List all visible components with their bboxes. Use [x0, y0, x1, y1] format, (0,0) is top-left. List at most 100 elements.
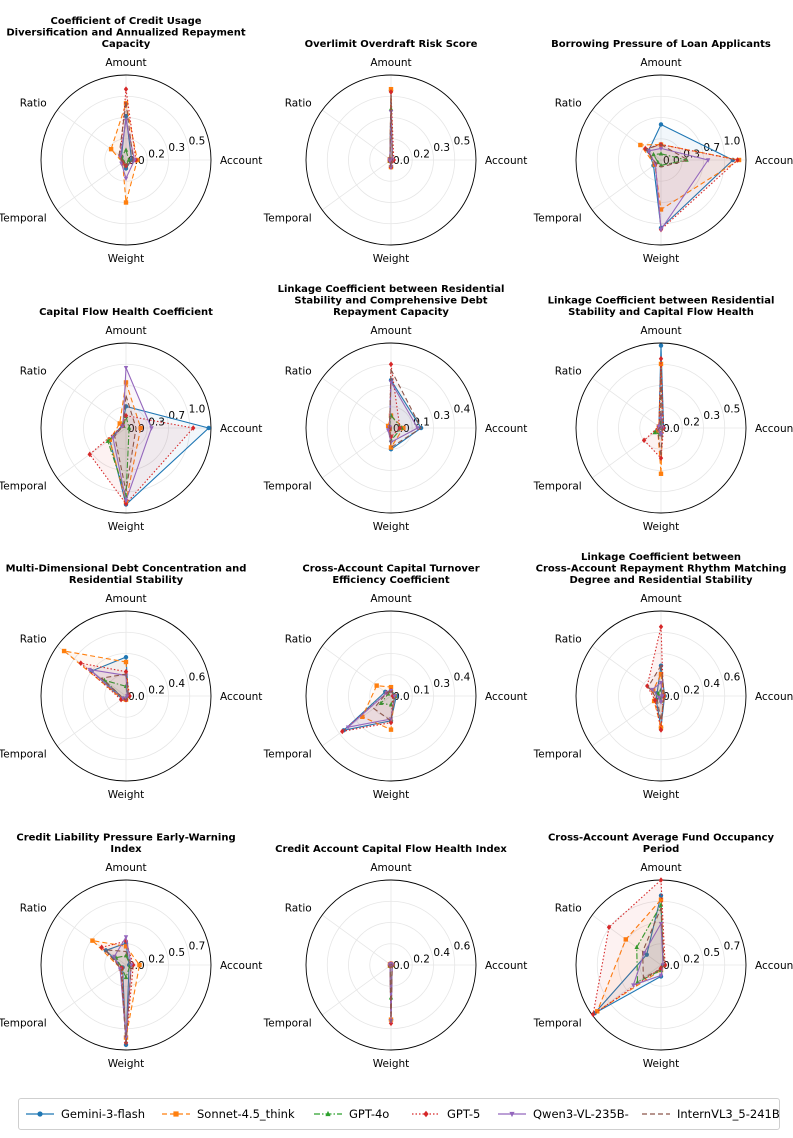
- chart-title: Efficiency Coefficient: [332, 575, 450, 586]
- data-point: [387, 157, 393, 162]
- axis-label: Temporal: [263, 1018, 312, 1030]
- axis-label: Amount: [640, 593, 681, 605]
- axis-label: Ratio: [20, 97, 47, 109]
- radar-chart: Coefficient of Credit UsageDiversificati…: [0, 16, 262, 265]
- axis-label: Account: [485, 423, 527, 435]
- tick-label: 0.1: [413, 416, 430, 428]
- axis-label: Amount: [640, 862, 681, 874]
- grid-spoke: [56, 964, 127, 1016]
- data-point: [656, 695, 662, 701]
- axis-label: Temporal: [533, 213, 582, 225]
- data-point: [388, 361, 394, 368]
- data-point: [656, 424, 662, 430]
- data-point: [112, 954, 117, 960]
- data-point: [388, 719, 394, 726]
- series-fill: [645, 144, 738, 230]
- outer-ring: [305, 879, 477, 1051]
- series-line: [110, 101, 138, 203]
- data-point: [99, 944, 104, 951]
- grid-spoke: [56, 159, 127, 211]
- series-fill: [388, 382, 418, 443]
- axis-label: Account: [220, 423, 262, 435]
- legend-label: Sonnet-4.5_think: [197, 1107, 295, 1121]
- outer-ring: [575, 74, 747, 246]
- chart-title: Borrowing Pressure of Loan Applicants: [551, 39, 771, 50]
- axis-label: Account: [485, 960, 527, 972]
- radar-chart: Cross-Account Average Fund OccupancyPeri…: [533, 833, 793, 1071]
- data-point: [388, 684, 394, 690]
- data-point: [631, 983, 636, 988]
- axis-label: Amount: [105, 325, 146, 337]
- data-point: [658, 151, 664, 156]
- data-point: [662, 962, 668, 968]
- series-fill: [89, 415, 194, 504]
- chart-title: Coefficient of Credit Usage: [50, 16, 201, 27]
- chart-title: Stability and Comprehensive Debt: [294, 296, 487, 307]
- data-point: [78, 660, 84, 666]
- axis-label: Weight: [108, 521, 145, 533]
- outer-ring: [40, 610, 212, 782]
- axis-label: Temporal: [0, 213, 47, 225]
- grid-spoke: [321, 914, 392, 966]
- outer-ring: [40, 879, 212, 1051]
- data-point: [388, 165, 394, 170]
- data-point: [360, 714, 365, 720]
- axis-label: Ratio: [555, 633, 582, 645]
- series-fill: [112, 367, 152, 501]
- chart-title: Stability and Capital Flow Health: [568, 307, 754, 318]
- data-point: [415, 426, 420, 431]
- data-point: [643, 145, 648, 152]
- legend-item: Gemini-3-flash: [25, 1099, 145, 1129]
- grid-spoke: [321, 377, 392, 429]
- legend-swatch: [412, 1110, 440, 1118]
- data-point: [658, 877, 664, 883]
- grid-spoke: [321, 964, 392, 1016]
- axis-label: Weight: [108, 1058, 145, 1070]
- data-point: [126, 425, 132, 430]
- data-point: [120, 696, 126, 701]
- tick-label: 1.0: [189, 403, 206, 415]
- axis-label: Weight: [643, 789, 680, 801]
- series-fill: [594, 895, 664, 1014]
- data-point: [509, 1111, 515, 1118]
- data-point: [110, 435, 116, 441]
- data-point: [735, 157, 740, 163]
- series-fill: [633, 923, 664, 986]
- axis-label: Ratio: [555, 902, 582, 914]
- axis-label: Ratio: [20, 365, 47, 377]
- series-line: [361, 685, 396, 731]
- data-point: [123, 176, 129, 182]
- series-fill: [389, 364, 400, 437]
- chart-title: Credit Account Capital Flow Health Index: [275, 844, 507, 855]
- axis-label: Ratio: [285, 633, 312, 645]
- tick-label: 0.6: [189, 671, 206, 683]
- series-fill: [101, 941, 134, 1043]
- data-point: [390, 693, 395, 699]
- series-line: [389, 963, 393, 1023]
- data-point: [123, 935, 129, 940]
- axis-label: Ratio: [285, 365, 312, 377]
- series-fill: [115, 955, 131, 978]
- tick-label: 0.2: [683, 416, 700, 428]
- series-line: [373, 689, 396, 722]
- chart-title: Multi-Dimensional Debt Concentration and: [6, 564, 247, 575]
- axis-label: Ratio: [20, 902, 47, 914]
- tick-label: 0.4: [454, 671, 471, 683]
- data-point: [123, 498, 129, 504]
- series-line: [389, 94, 393, 168]
- tick-label: 0.4: [703, 678, 720, 690]
- series-fill: [653, 153, 687, 166]
- series-line: [592, 878, 666, 1016]
- tick-label: 0.0: [663, 423, 680, 435]
- data-point: [658, 355, 664, 362]
- series-line: [100, 673, 129, 701]
- grid-spoke: [591, 427, 662, 479]
- data-point: [649, 687, 655, 693]
- legend-label: InternVL3_5-241B: [677, 1107, 780, 1121]
- series-fill: [390, 963, 393, 1023]
- outer-ring: [305, 342, 477, 514]
- tick-label: 0.3: [433, 410, 450, 422]
- series-line: [658, 414, 663, 437]
- tick-label: 0.7: [703, 142, 720, 154]
- series-line: [657, 363, 663, 474]
